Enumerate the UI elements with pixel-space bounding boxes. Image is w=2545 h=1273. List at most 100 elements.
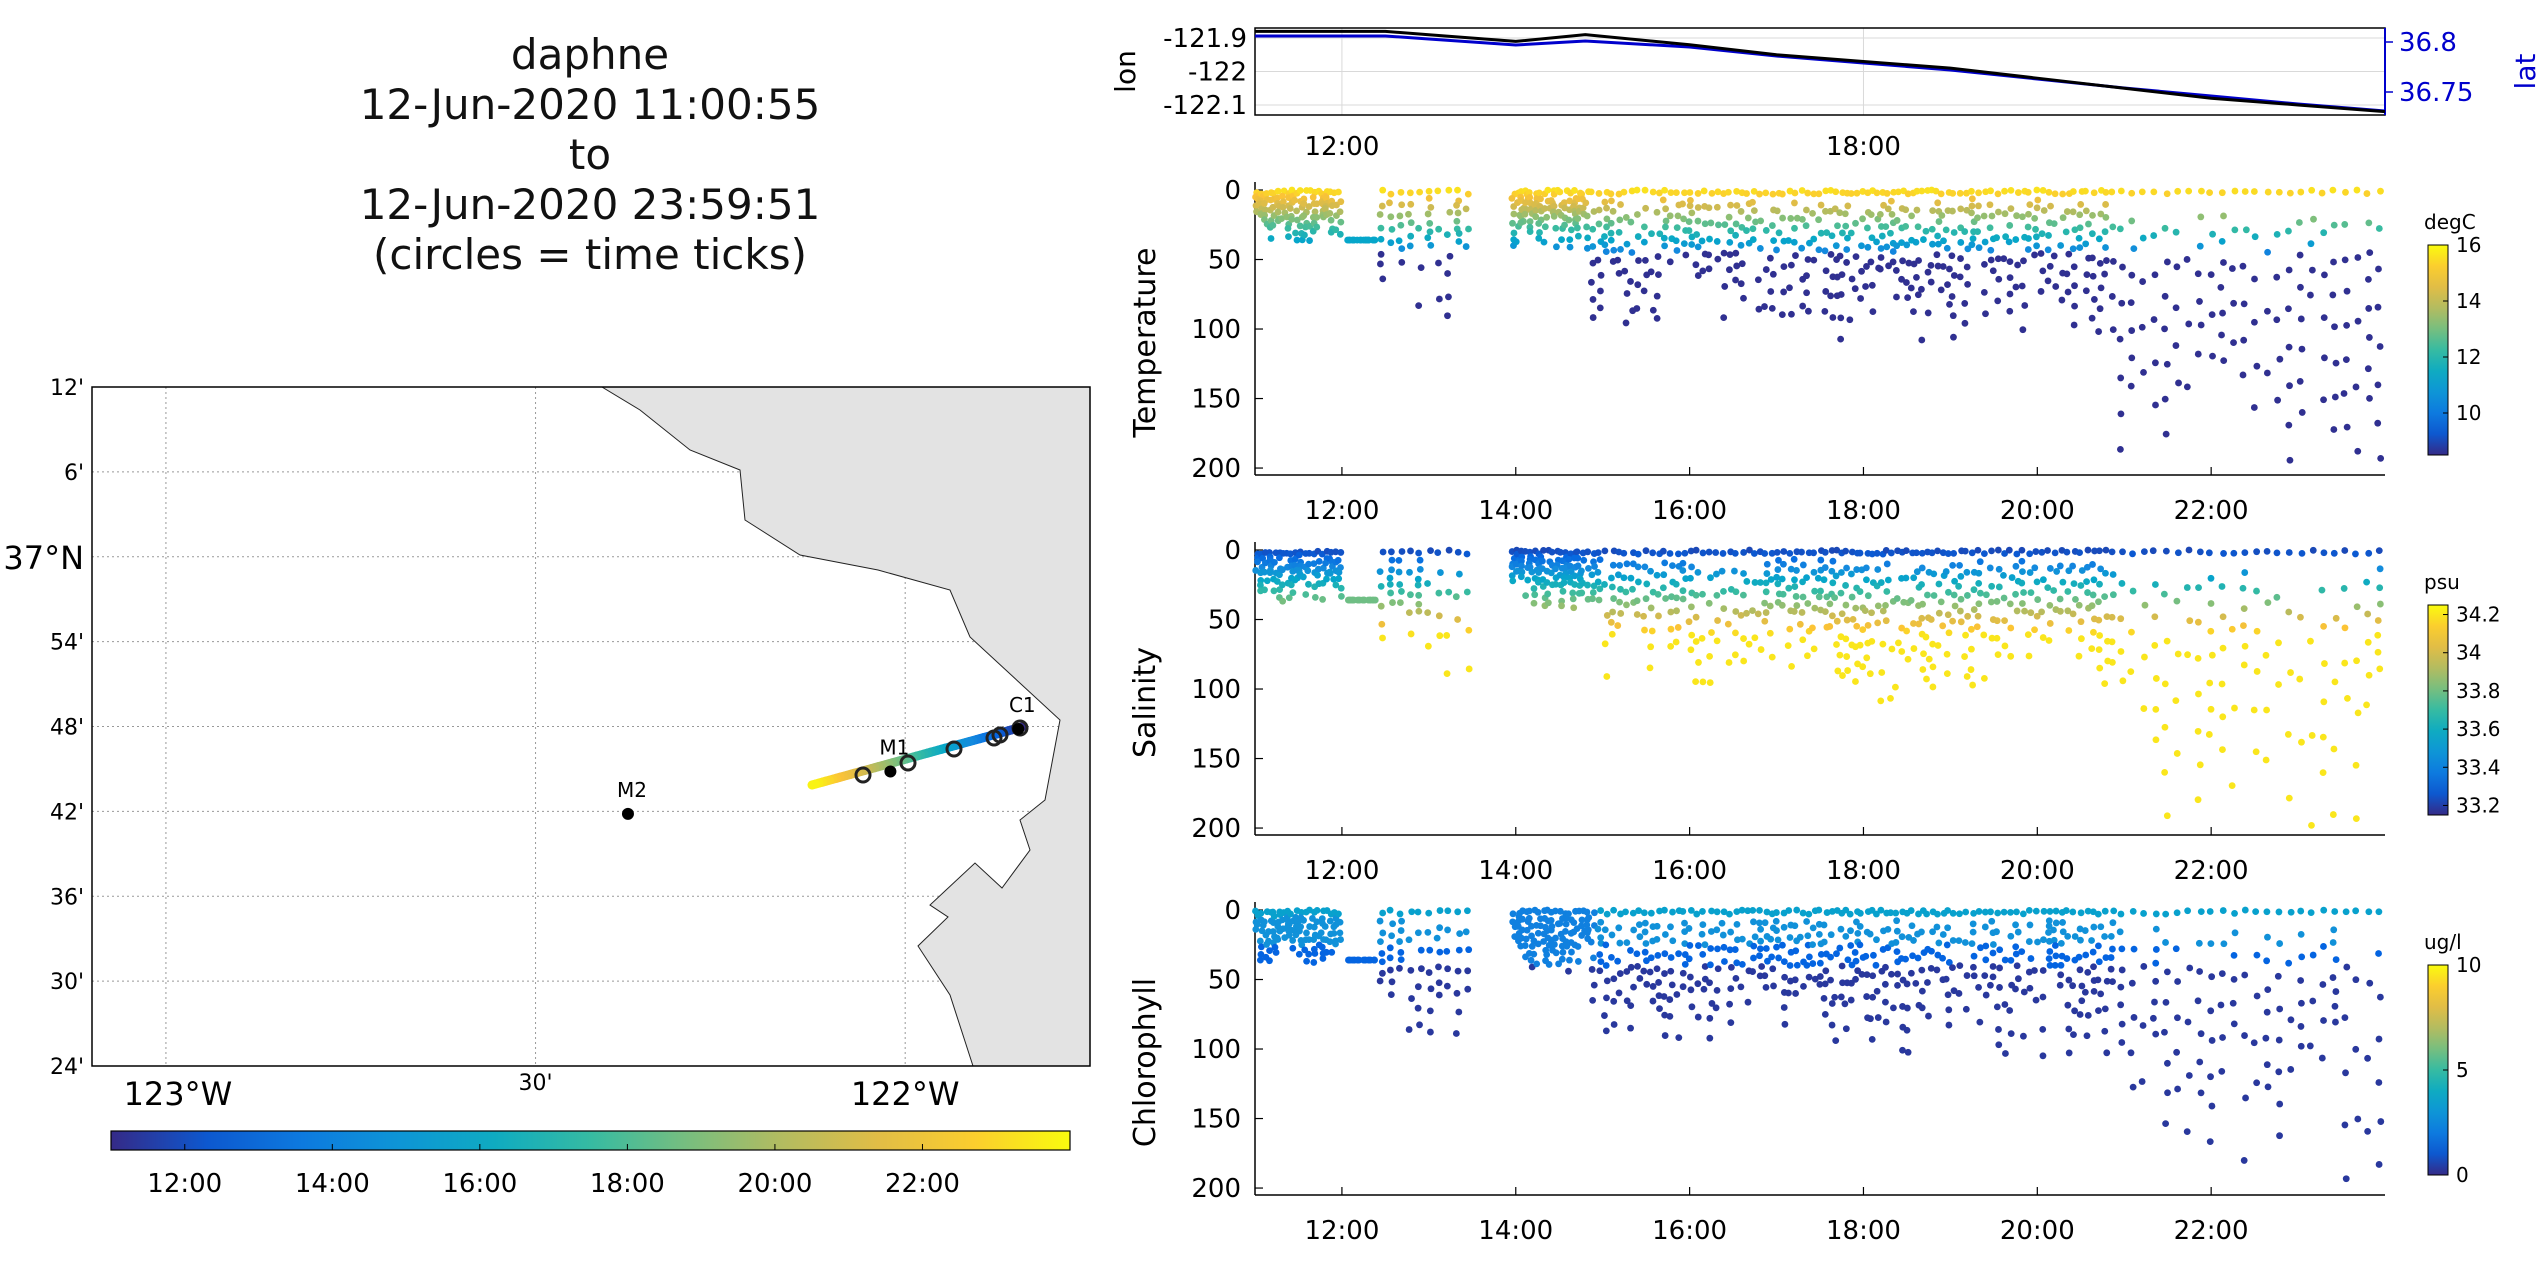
temp-point bbox=[1301, 231, 1308, 239]
sal-point bbox=[2329, 811, 2337, 818]
temp-point bbox=[1603, 223, 1610, 231]
sal-point bbox=[1975, 600, 1983, 608]
time-colorbar-label: 18:00 bbox=[590, 1169, 665, 1199]
chl-point bbox=[2107, 954, 2115, 961]
temp-point bbox=[2230, 299, 2238, 307]
temp-point bbox=[1738, 260, 1746, 268]
chl-point bbox=[1893, 917, 1901, 925]
temp-point bbox=[2151, 271, 2159, 279]
chl-point bbox=[1653, 922, 1661, 930]
sal-point bbox=[1842, 601, 1850, 609]
chl-point bbox=[2152, 925, 2160, 933]
chl-point bbox=[1408, 995, 1415, 1002]
chl-point bbox=[1866, 930, 1874, 938]
sal-point bbox=[1788, 662, 1795, 670]
chl-point bbox=[2152, 910, 2160, 918]
temp-point bbox=[2161, 325, 2168, 333]
chl-point bbox=[2050, 926, 2057, 934]
chl-point bbox=[1780, 1004, 1788, 1011]
temp-point bbox=[1602, 248, 1610, 256]
sal-point bbox=[2064, 607, 2072, 615]
temp-point bbox=[1603, 215, 1611, 223]
temp-point bbox=[1561, 221, 1568, 229]
temp-point bbox=[1647, 268, 1655, 276]
chl-point bbox=[1942, 975, 1950, 983]
temp-point bbox=[1435, 225, 1443, 233]
chl-point bbox=[1803, 918, 1811, 925]
chl-point bbox=[2130, 945, 2138, 953]
chl-point bbox=[1842, 932, 1850, 940]
chl-point bbox=[1622, 908, 1629, 916]
temp-point bbox=[2090, 189, 2098, 197]
chl-point bbox=[1982, 942, 1990, 950]
sal-point bbox=[1893, 595, 1901, 602]
sal-point bbox=[1963, 568, 1971, 576]
chl-point bbox=[2164, 1089, 2171, 1097]
sal-point bbox=[1528, 568, 1536, 576]
sal-point bbox=[1902, 574, 1910, 582]
chl-point bbox=[1257, 951, 1265, 958]
temp-point bbox=[1349, 236, 1356, 244]
temp-point bbox=[1300, 200, 1308, 207]
temp-point bbox=[2032, 225, 2039, 233]
sal-point bbox=[2239, 584, 2247, 592]
sal-point bbox=[1775, 556, 1782, 564]
chl-point bbox=[1977, 944, 1984, 952]
sal-point bbox=[1934, 547, 1941, 555]
sal-point bbox=[1833, 641, 1840, 648]
chl-point bbox=[1436, 948, 1444, 956]
chl-point bbox=[2230, 951, 2238, 959]
chl-ytick-label: 200 bbox=[1191, 1174, 1241, 1204]
chl-point bbox=[1811, 975, 1819, 983]
chl-point bbox=[2025, 938, 2033, 945]
sal-point bbox=[1379, 548, 1387, 556]
chl-point bbox=[1667, 967, 1675, 975]
sal-point bbox=[1377, 582, 1385, 590]
temp-point bbox=[1653, 292, 1661, 300]
temp-point bbox=[1535, 220, 1543, 227]
sal-point bbox=[2127, 668, 2135, 676]
chl-point bbox=[2062, 907, 2070, 914]
chl-point bbox=[1634, 963, 1641, 970]
sal-point bbox=[2253, 548, 2261, 556]
chl-point bbox=[1949, 937, 1957, 944]
sal-point bbox=[1798, 548, 1805, 556]
chl-point bbox=[1405, 936, 1413, 944]
temp-point bbox=[2150, 316, 2158, 323]
chl-point bbox=[2307, 909, 2315, 916]
sal-point bbox=[1918, 581, 1925, 588]
chl-point bbox=[2084, 968, 2092, 976]
sal-point bbox=[1642, 595, 1650, 603]
sal-point bbox=[2263, 706, 2270, 714]
chl-point bbox=[1892, 939, 1900, 946]
sal-point bbox=[1887, 549, 1895, 557]
chl-point bbox=[1301, 946, 1309, 954]
chl-point bbox=[2094, 976, 2102, 984]
temp-point bbox=[2085, 220, 2092, 228]
temp-point bbox=[1877, 254, 1885, 261]
sal-point bbox=[1913, 568, 1921, 576]
temp-point bbox=[1617, 201, 1624, 208]
sal-point bbox=[1720, 588, 1727, 595]
chl-ytick-label: 100 bbox=[1191, 1035, 1241, 1065]
chl-point bbox=[2025, 968, 2033, 976]
chl-point bbox=[1462, 928, 1470, 936]
temp-point bbox=[1968, 202, 1976, 210]
sal-point bbox=[2103, 613, 2111, 621]
sal-point bbox=[1273, 578, 1281, 585]
chl-point bbox=[1417, 965, 1425, 973]
temp-point bbox=[1968, 187, 1975, 195]
sal-point bbox=[1633, 611, 1641, 618]
chl-point bbox=[1545, 961, 1553, 968]
chl-point bbox=[1525, 914, 1533, 922]
chl-point bbox=[2174, 1014, 2181, 1022]
sal-point bbox=[1688, 631, 1696, 639]
chl-point bbox=[1370, 956, 1378, 964]
chl-point bbox=[1714, 965, 1722, 973]
ll-ylabel-left: lon bbox=[1109, 50, 1142, 93]
temp-point bbox=[2285, 305, 2292, 313]
chl-point bbox=[1877, 906, 1885, 914]
chl-point bbox=[2287, 1066, 2295, 1073]
temp-point bbox=[1804, 256, 1812, 263]
temp-point bbox=[2219, 309, 2226, 317]
